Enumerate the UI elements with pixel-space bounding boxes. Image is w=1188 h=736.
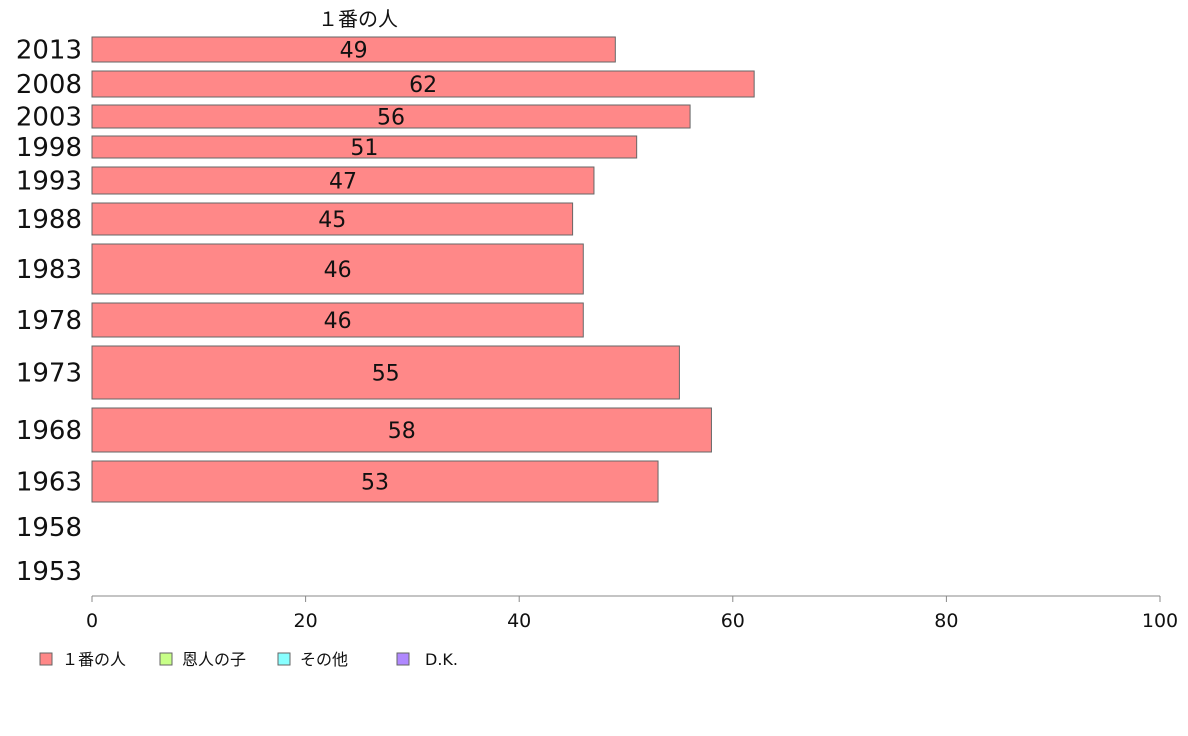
year-label: 1978	[16, 306, 82, 336]
legend: １番の人 恩人の子 その他 D.K.	[39, 650, 458, 669]
year-label: 1993	[16, 167, 82, 197]
x-axis: 0 20 40 60 80 100	[86, 595, 1178, 632]
bar	[91, 460, 659, 503]
bar-value-label: 47	[329, 170, 357, 195]
bar	[91, 202, 574, 236]
bar-value-label: 46	[324, 309, 352, 334]
legend-swatch	[396, 652, 410, 666]
legend-swatch	[159, 652, 173, 666]
bar	[91, 243, 584, 295]
x-tick-label: 0	[86, 610, 98, 632]
x-tick-label: 60	[721, 610, 745, 632]
legend-label: １番の人	[62, 650, 126, 669]
bar-value-label: 55	[372, 362, 400, 387]
year-label: 1973	[16, 359, 82, 389]
year-label: 1998	[16, 133, 82, 163]
bar	[91, 104, 691, 129]
bar	[91, 135, 638, 159]
year-label: 1983	[16, 255, 82, 285]
year-label: 2003	[16, 103, 82, 133]
bar-value-label: 49	[340, 39, 368, 64]
year-label: 1988	[16, 205, 82, 235]
legend-swatch	[39, 652, 53, 666]
year-label: 1953	[16, 557, 82, 587]
x-tick-label: 20	[294, 610, 318, 632]
bar-value-label: 45	[318, 208, 346, 233]
bar-value-label: 46	[324, 258, 352, 283]
bar-value-label: 62	[409, 73, 437, 98]
bar	[91, 407, 712, 453]
series-column-header: １番の人	[318, 7, 398, 31]
bar	[91, 36, 616, 63]
legend-label: 恩人の子	[182, 650, 246, 669]
bar-value-label: 53	[361, 471, 389, 496]
legend-swatch	[277, 652, 291, 666]
bar-value-label: 56	[377, 106, 405, 131]
year-label: 1963	[16, 468, 82, 498]
x-tick-label: 80	[934, 610, 958, 632]
legend-label: D.K.	[425, 650, 458, 669]
bar	[91, 345, 680, 400]
bars-group	[91, 36, 755, 503]
bar	[91, 302, 584, 338]
bar	[91, 166, 595, 195]
year-label: 1968	[16, 416, 82, 446]
x-tick-label: 100	[1142, 610, 1178, 632]
bar-value-label: 58	[388, 419, 416, 444]
bar-value-label: 51	[350, 136, 378, 161]
x-tick-label: 40	[507, 610, 531, 632]
year-label: 1958	[16, 513, 82, 543]
year-label: 2008	[16, 70, 82, 100]
legend-label: その他	[300, 650, 348, 669]
year-label: 2013	[16, 36, 82, 66]
bar	[91, 70, 755, 98]
